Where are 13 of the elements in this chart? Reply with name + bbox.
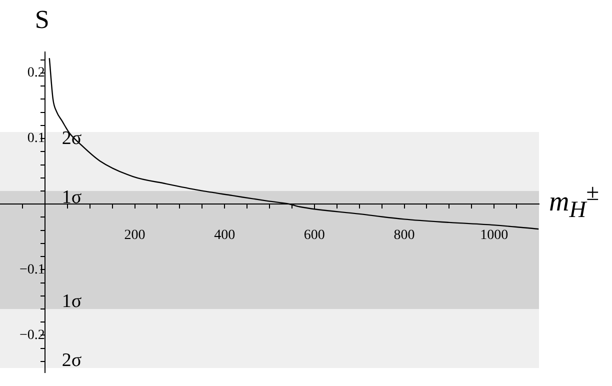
y-tick-label: −0.2 bbox=[20, 328, 45, 343]
x-tick-label: 600 bbox=[304, 228, 325, 244]
x-tick-label: 1000 bbox=[480, 228, 508, 244]
x-tick-label: 800 bbox=[394, 228, 415, 244]
x-tick-label: 200 bbox=[124, 228, 146, 244]
band-label: 1σ bbox=[62, 290, 82, 312]
y-axis-title: S bbox=[34, 5, 50, 34]
text: 1σ bbox=[62, 186, 82, 208]
y-tick-label: −0.1 bbox=[20, 262, 45, 278]
x-tick-label: 400 bbox=[214, 228, 236, 244]
y-tick-label: 0.2 bbox=[27, 66, 45, 81]
band-label: 2σ bbox=[62, 350, 82, 371]
y-tick-label: 0.1 bbox=[27, 131, 45, 146]
